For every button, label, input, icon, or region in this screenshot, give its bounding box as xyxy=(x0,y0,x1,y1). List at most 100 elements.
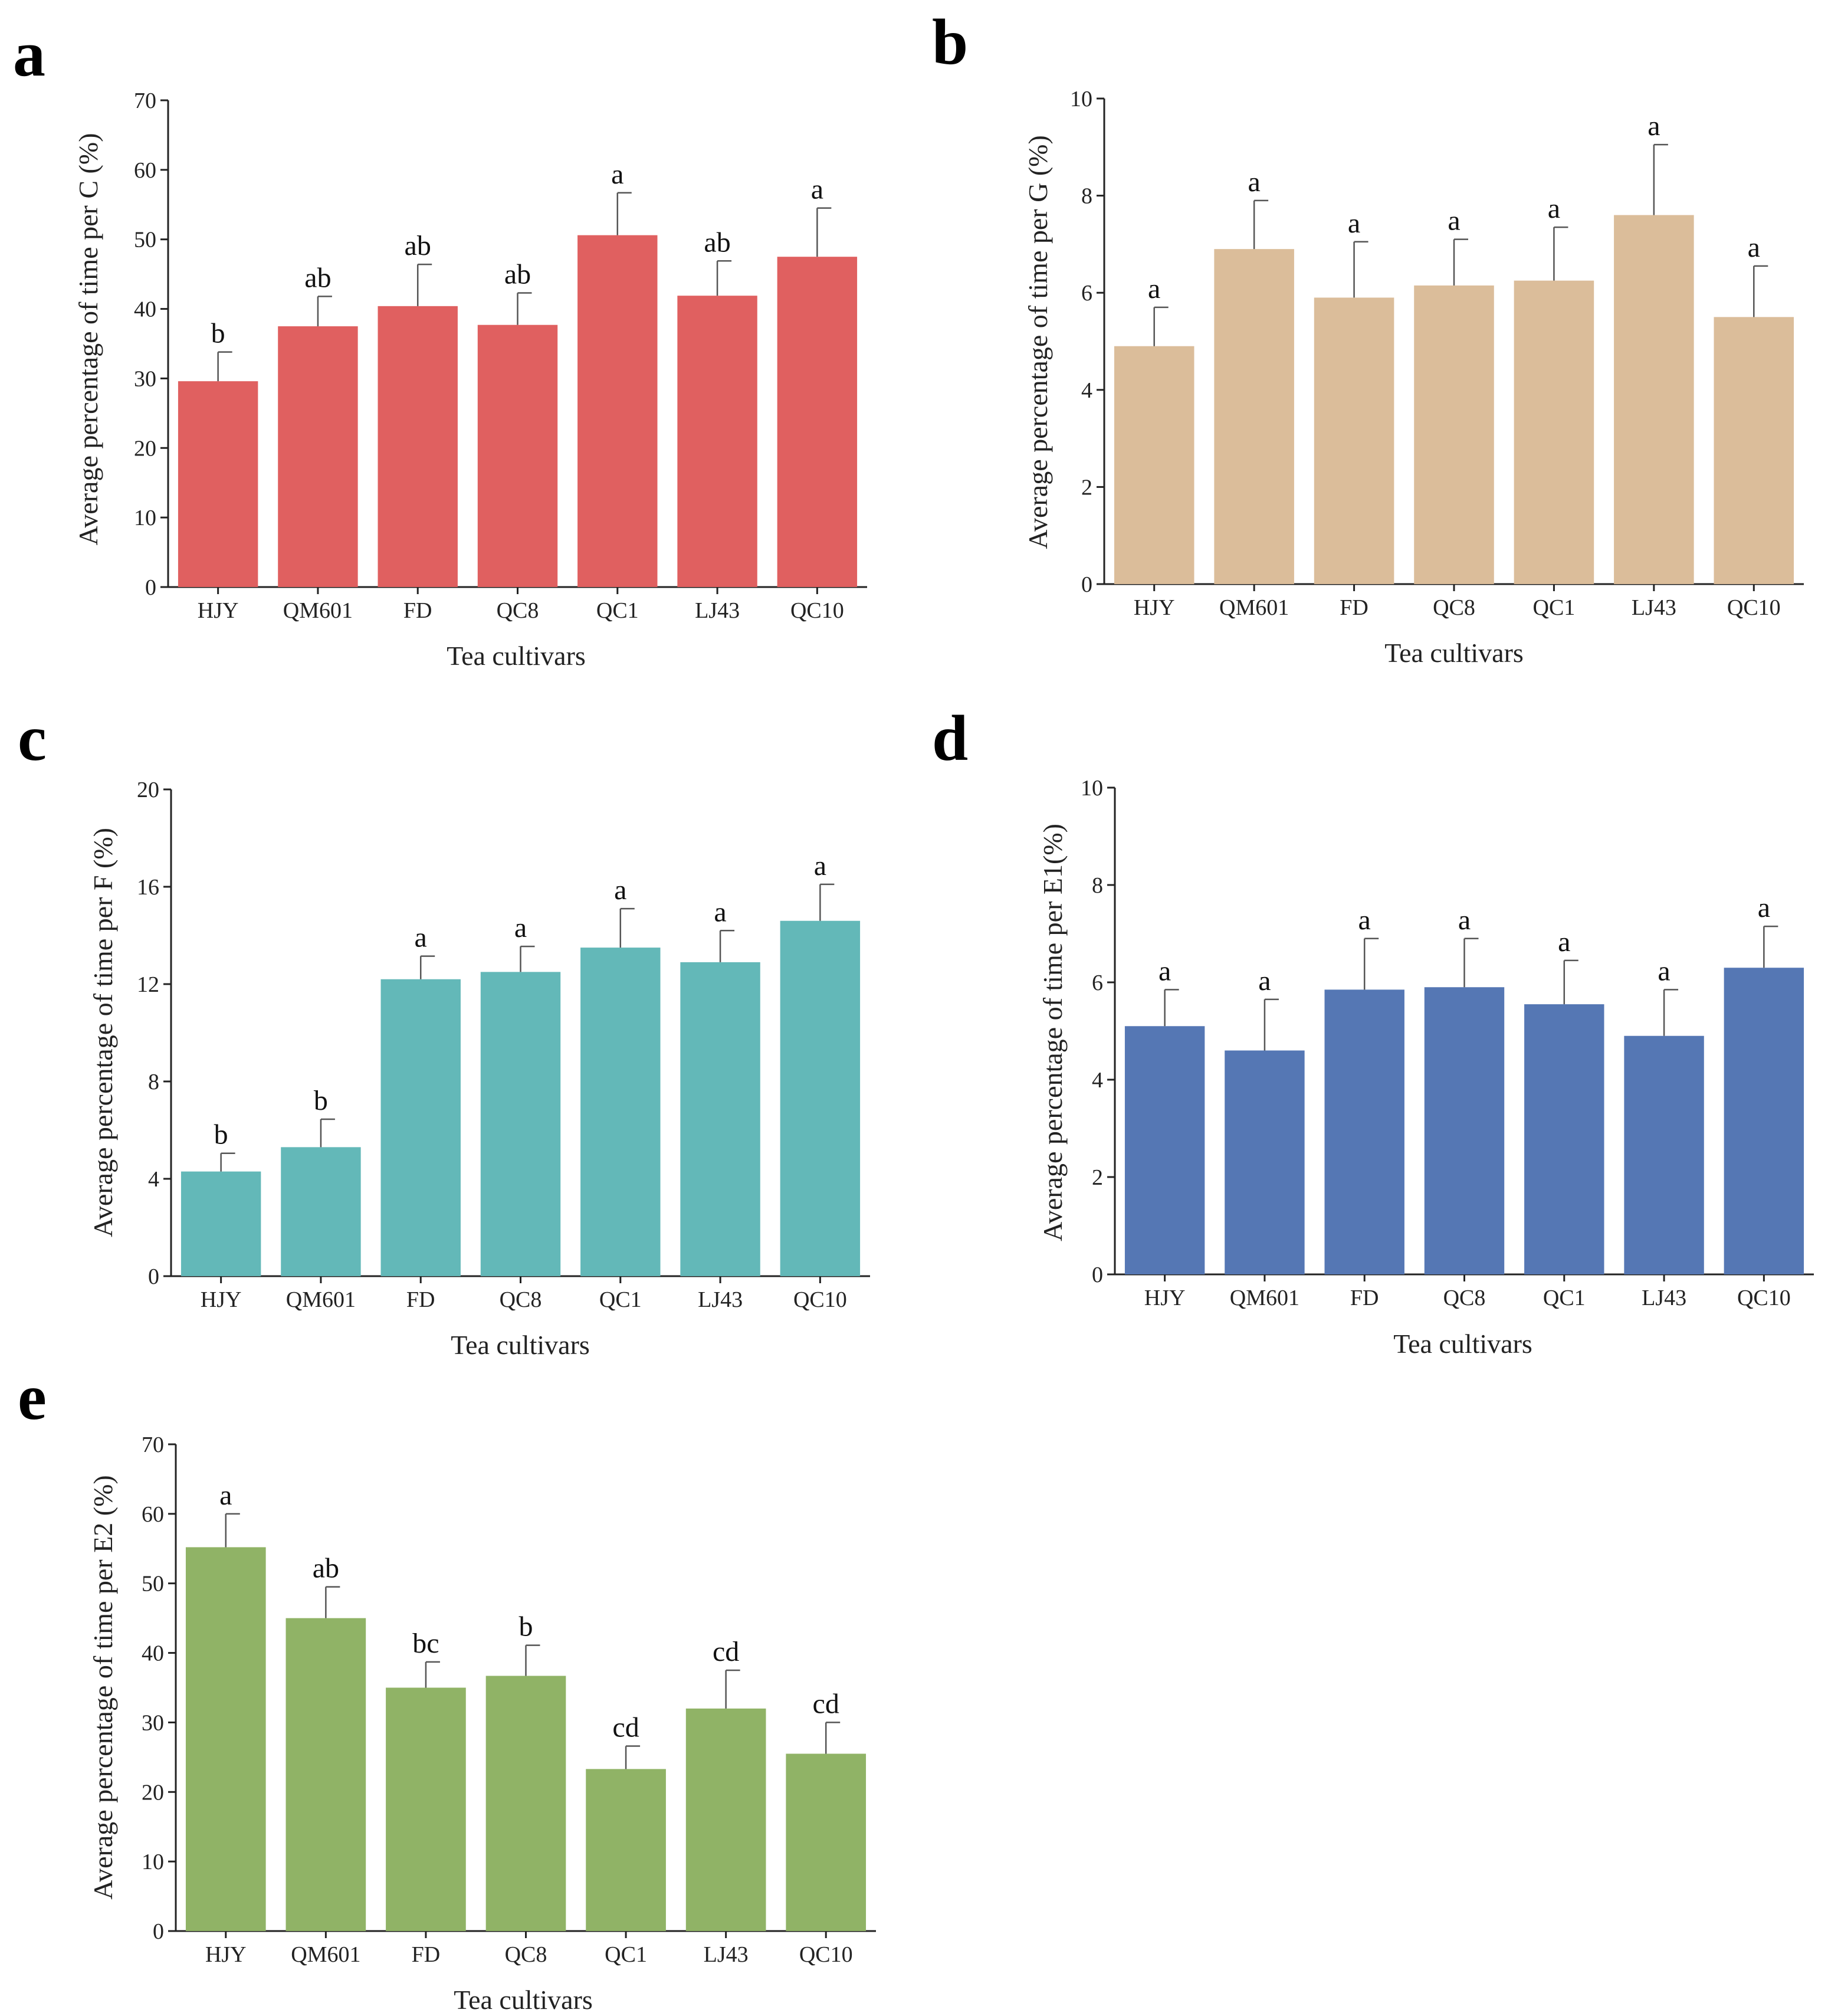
y-tick-label: 20 xyxy=(142,1780,164,1805)
bar xyxy=(780,920,861,1276)
y-axis-title: Average percentage of time per C (%) xyxy=(73,133,103,545)
significance-label: a xyxy=(1448,205,1460,237)
bar xyxy=(485,1676,566,1931)
significance-label: a xyxy=(1348,208,1360,239)
y-tick-label: 0 xyxy=(148,1264,159,1289)
panel-d: d Average percentage of time per E1(%) T… xyxy=(932,702,1814,1359)
y-tick-label: 40 xyxy=(142,1641,164,1666)
significance-label: a xyxy=(219,1480,232,1511)
significance-label: a xyxy=(614,874,626,906)
x-tick-label: QC8 xyxy=(1443,1286,1486,1310)
y-tick-label: 70 xyxy=(134,88,156,113)
x-tick-label: QC8 xyxy=(500,1287,542,1312)
y-tick-label: 60 xyxy=(134,158,156,183)
x-tick-label: QC1 xyxy=(1543,1286,1586,1310)
panel-c: c Average percentage of time per F (%) T… xyxy=(18,702,870,1360)
bar xyxy=(1225,1050,1305,1274)
x-tick-label: QM601 xyxy=(1219,595,1289,620)
bar xyxy=(185,1547,266,1931)
x-axis-title: Tea cultivars xyxy=(454,1985,593,2015)
significance-label: cd xyxy=(612,1712,639,1743)
x-tick-label: HJY xyxy=(201,1287,242,1312)
bar xyxy=(477,324,558,587)
significance-label: b xyxy=(314,1085,328,1116)
bar xyxy=(378,306,458,587)
bar xyxy=(380,979,461,1276)
bar xyxy=(786,1753,867,1931)
x-axis-title: Tea cultivars xyxy=(1393,1329,1532,1359)
bar xyxy=(1514,280,1594,584)
significance-label: a xyxy=(1758,892,1770,923)
bar xyxy=(480,972,561,1276)
significance-label: a xyxy=(1548,193,1560,224)
significance-label: a xyxy=(1358,904,1371,936)
x-tick-label: QC10 xyxy=(1727,595,1781,620)
y-tick-label: 10 xyxy=(1081,776,1103,801)
significance-label: a xyxy=(1648,110,1660,142)
bar xyxy=(577,235,658,588)
x-tick-label: QM601 xyxy=(291,1942,360,1967)
x-tick-label: QC8 xyxy=(1433,595,1475,620)
panel-b: b Average percentage of time per G (%) T… xyxy=(932,6,1804,668)
y-tick-label: 20 xyxy=(134,436,156,461)
significance-label: ab xyxy=(405,230,431,261)
bar xyxy=(680,962,760,1276)
x-axis-title: Tea cultivars xyxy=(447,641,586,671)
significance-label: bc xyxy=(412,1628,439,1659)
bar xyxy=(1214,249,1294,584)
x-tick-label: FD xyxy=(403,598,432,623)
y-tick-label: 0 xyxy=(1081,572,1092,597)
x-tick-label: LJ43 xyxy=(1632,595,1676,620)
bar xyxy=(1114,346,1194,584)
x-tick-label: HJY xyxy=(1134,595,1175,620)
plot-area: 0 10 20 30 40 50 60 70 b HJY ab QM601 ab FD ab QC8 a QC1 a… xyxy=(134,88,867,623)
y-tick-label: 4 xyxy=(1092,1068,1103,1093)
y-tick-label: 2 xyxy=(1081,475,1092,500)
x-tick-label: LJ43 xyxy=(695,598,740,623)
panel-letter-a: a xyxy=(13,18,45,90)
significance-label: a xyxy=(611,159,623,190)
y-tick-label: 10 xyxy=(1070,87,1092,112)
y-axis-title: Average percentage of time per E2 (%) xyxy=(88,1475,118,1899)
x-tick-label: QC1 xyxy=(596,598,639,623)
bar xyxy=(1614,215,1694,584)
significance-label: a xyxy=(1558,926,1570,958)
x-tick-label: LJ43 xyxy=(698,1287,743,1312)
bar xyxy=(586,1769,666,1931)
significance-label: a xyxy=(415,922,427,953)
x-tick-label: QC10 xyxy=(790,598,844,623)
panel-letter-e: e xyxy=(18,1361,47,1433)
bar xyxy=(386,1687,466,1931)
y-axis-title-text: Average percentage of time per C (%) xyxy=(73,133,103,545)
bar xyxy=(1124,1026,1205,1274)
panel-a: a Average percentage of time per C (%) T… xyxy=(13,18,867,671)
significance-label: a xyxy=(714,896,726,927)
y-tick-label: 40 xyxy=(134,297,156,322)
bar xyxy=(1714,317,1794,584)
significance-label: cd xyxy=(813,1688,839,1719)
x-tick-label: FD xyxy=(1350,1286,1379,1310)
significance-label: b xyxy=(214,1119,228,1150)
panel-letter-c: c xyxy=(18,702,47,774)
y-tick-label: 4 xyxy=(148,1167,159,1192)
significance-label: a xyxy=(1148,273,1160,304)
y-axis-title: Average percentage of time per F (%) xyxy=(88,828,118,1237)
y-axis-title-text: Average percentage of time per E1(%) xyxy=(1038,824,1068,1241)
significance-label: a xyxy=(1748,232,1760,263)
panel-e: e Average percentage of time per E2 (%) … xyxy=(18,1361,876,2015)
y-tick-label: 8 xyxy=(1092,873,1103,898)
bar xyxy=(278,326,358,587)
y-axis-title: Average percentage of time per E1(%) xyxy=(1038,824,1068,1241)
y-tick-label: 6 xyxy=(1092,971,1103,995)
x-tick-label: QC8 xyxy=(505,1942,547,1967)
significance-label: a xyxy=(1248,166,1260,198)
bar xyxy=(1424,987,1505,1274)
x-tick-label: LJ43 xyxy=(704,1942,749,1967)
y-tick-label: 50 xyxy=(134,228,156,253)
bar xyxy=(580,948,661,1276)
x-tick-label: QC1 xyxy=(605,1942,647,1967)
bar xyxy=(1414,285,1494,584)
plot-area: 0 4 8 12 16 20 b HJY b QM601 a FD a QC8 a QC1 a LJ43 a QC10 xyxy=(137,778,870,1312)
y-tick-label: 4 xyxy=(1081,378,1092,403)
x-tick-label: FD xyxy=(412,1942,441,1967)
